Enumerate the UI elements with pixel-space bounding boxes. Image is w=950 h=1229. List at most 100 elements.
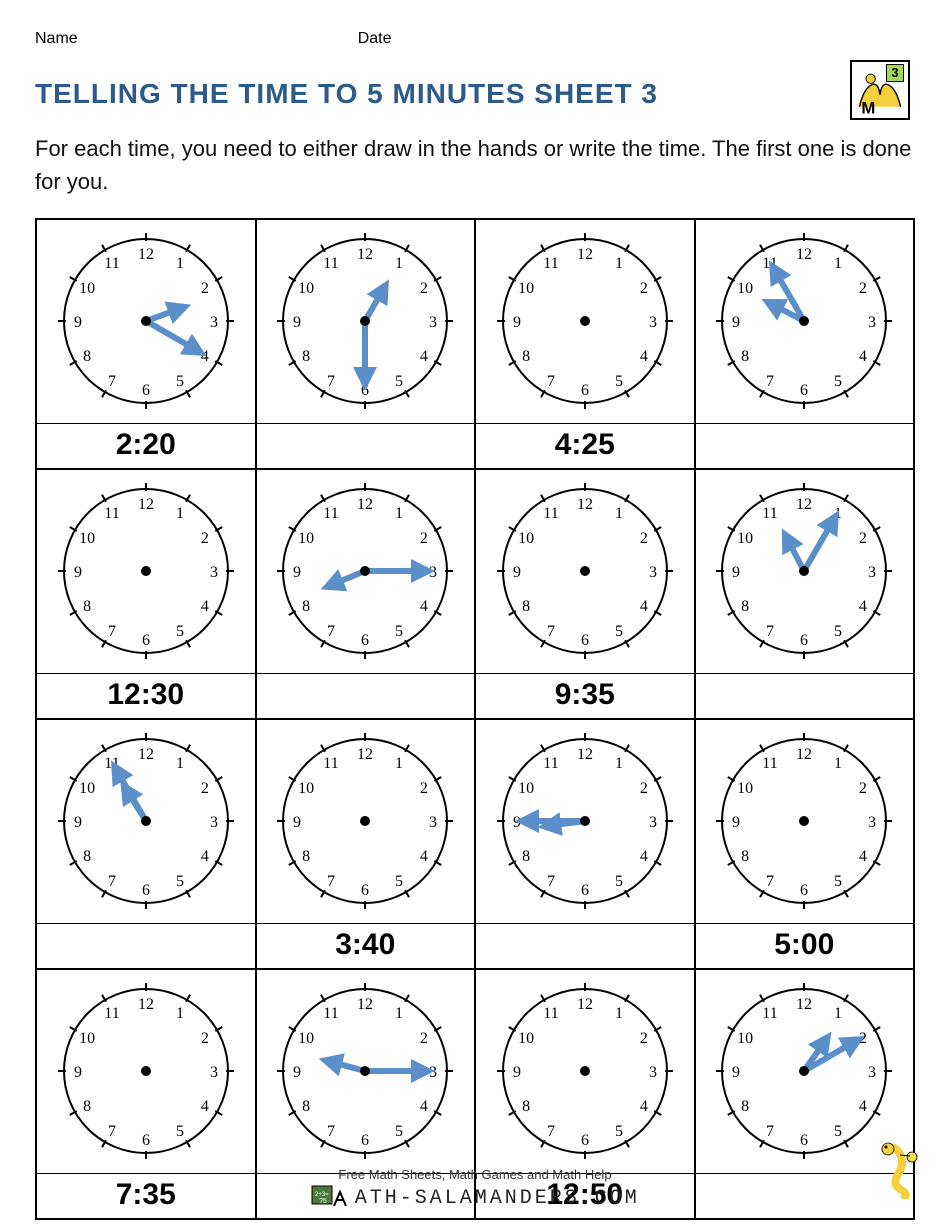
- svg-text:9: 9: [74, 314, 82, 331]
- time-label: [257, 673, 475, 717]
- svg-text:1: 1: [176, 255, 184, 272]
- svg-text:5: 5: [176, 373, 184, 390]
- svg-text:4: 4: [640, 348, 648, 365]
- svg-text:5: 5: [834, 1123, 842, 1140]
- name-label: Name: [35, 30, 78, 48]
- svg-text:1: 1: [834, 755, 842, 772]
- svg-text:4: 4: [640, 848, 648, 865]
- svg-text:8: 8: [83, 598, 91, 615]
- svg-text:11: 11: [324, 1005, 339, 1022]
- clock-grid: 1234567891011122:20123456789101112123456…: [35, 218, 915, 1220]
- svg-text:3: 3: [210, 814, 218, 831]
- svg-text:11: 11: [763, 755, 778, 772]
- page-footer: Free Math Sheets, Math Games and Math He…: [0, 1167, 950, 1214]
- clock-face: 123456789101112: [490, 970, 680, 1173]
- clock-cell: 123456789101112: [256, 219, 476, 469]
- svg-text:5: 5: [176, 873, 184, 890]
- svg-text:8: 8: [302, 598, 310, 615]
- clock-face: 123456789101112: [51, 470, 241, 673]
- svg-text:7: 7: [108, 623, 116, 640]
- svg-text:5: 5: [395, 1123, 403, 1140]
- svg-text:3: 3: [868, 314, 876, 331]
- svg-text:8: 8: [741, 848, 749, 865]
- svg-text:3: 3: [210, 314, 218, 331]
- svg-text:7: 7: [108, 373, 116, 390]
- svg-text:1: 1: [395, 1005, 403, 1022]
- svg-text:5: 5: [395, 373, 403, 390]
- svg-text:5: 5: [615, 373, 623, 390]
- svg-text:2: 2: [859, 780, 867, 797]
- clock-face: 123456789101112: [709, 470, 899, 673]
- clock-cell: 123456789101112: [256, 469, 476, 719]
- svg-text:10: 10: [298, 780, 314, 797]
- svg-text:7: 7: [766, 873, 774, 890]
- svg-text:3: 3: [649, 814, 657, 831]
- svg-text:12: 12: [796, 746, 812, 763]
- clock-cell: 123456789101112: [475, 719, 695, 969]
- svg-text:6: 6: [142, 882, 150, 899]
- svg-text:3: 3: [868, 564, 876, 581]
- svg-text:9: 9: [732, 1064, 740, 1081]
- svg-text:7: 7: [766, 1123, 774, 1140]
- svg-text:12: 12: [357, 996, 373, 1013]
- footer-site-row: 2+3= ?5 ATH-SALAMANDERS.COM: [310, 1184, 640, 1214]
- svg-text:9: 9: [513, 314, 521, 331]
- svg-text:7: 7: [547, 623, 555, 640]
- svg-text:8: 8: [522, 1098, 530, 1115]
- svg-text:8: 8: [83, 348, 91, 365]
- clock-face: 123456789101112: [51, 720, 241, 923]
- worksheet-header: Name Date: [35, 30, 915, 48]
- svg-text:4: 4: [201, 598, 209, 615]
- svg-text:6: 6: [361, 632, 369, 649]
- svg-text:9: 9: [732, 564, 740, 581]
- svg-text:11: 11: [104, 1005, 119, 1022]
- svg-text:12: 12: [577, 996, 593, 1013]
- svg-text:3: 3: [429, 564, 437, 581]
- svg-text:10: 10: [298, 280, 314, 297]
- svg-text:11: 11: [543, 255, 558, 272]
- svg-text:3: 3: [649, 1064, 657, 1081]
- svg-text:1: 1: [615, 505, 623, 522]
- clock-cell: 1234567891011122:20: [36, 219, 256, 469]
- instructions-text: For each time, you need to either draw i…: [35, 132, 915, 198]
- svg-text:9: 9: [293, 314, 301, 331]
- svg-text:12: 12: [577, 746, 593, 763]
- footer-site-text: ATH-SALAMANDERS.COM: [355, 1187, 640, 1210]
- svg-text:2: 2: [201, 530, 209, 547]
- svg-text:4: 4: [201, 1098, 209, 1115]
- svg-text:11: 11: [543, 1005, 558, 1022]
- svg-text:8: 8: [302, 348, 310, 365]
- svg-text:2: 2: [201, 780, 209, 797]
- svg-text:6: 6: [581, 1132, 589, 1149]
- svg-text:7: 7: [547, 373, 555, 390]
- svg-text:3: 3: [429, 314, 437, 331]
- svg-text:12: 12: [577, 496, 593, 513]
- time-label: [696, 423, 914, 467]
- svg-text:4: 4: [420, 1098, 428, 1115]
- svg-text:12: 12: [796, 996, 812, 1013]
- svg-text:6: 6: [800, 882, 808, 899]
- svg-text:10: 10: [518, 530, 534, 547]
- svg-text:2: 2: [201, 280, 209, 297]
- clock-cell: 1234567891011125:00: [695, 719, 915, 969]
- svg-text:8: 8: [522, 848, 530, 865]
- svg-text:3: 3: [429, 814, 437, 831]
- svg-text:12: 12: [796, 496, 812, 513]
- svg-text:12: 12: [138, 746, 154, 763]
- clock-face: 123456789101112: [270, 970, 460, 1173]
- svg-text:11: 11: [763, 1005, 778, 1022]
- svg-text:10: 10: [737, 280, 753, 297]
- svg-text:3: 3: [210, 564, 218, 581]
- svg-text:7: 7: [327, 1123, 335, 1140]
- svg-text:6: 6: [142, 632, 150, 649]
- svg-text:6: 6: [142, 382, 150, 399]
- svg-text:M: M: [861, 98, 875, 117]
- svg-text:10: 10: [79, 530, 95, 547]
- svg-text:2: 2: [640, 780, 648, 797]
- clock-face: 123456789101112: [490, 720, 680, 923]
- svg-text:9: 9: [74, 564, 82, 581]
- svg-text:8: 8: [302, 1098, 310, 1115]
- time-label: 12:30: [37, 673, 255, 718]
- svg-text:1: 1: [834, 1005, 842, 1022]
- clock-face: 123456789101112: [270, 470, 460, 673]
